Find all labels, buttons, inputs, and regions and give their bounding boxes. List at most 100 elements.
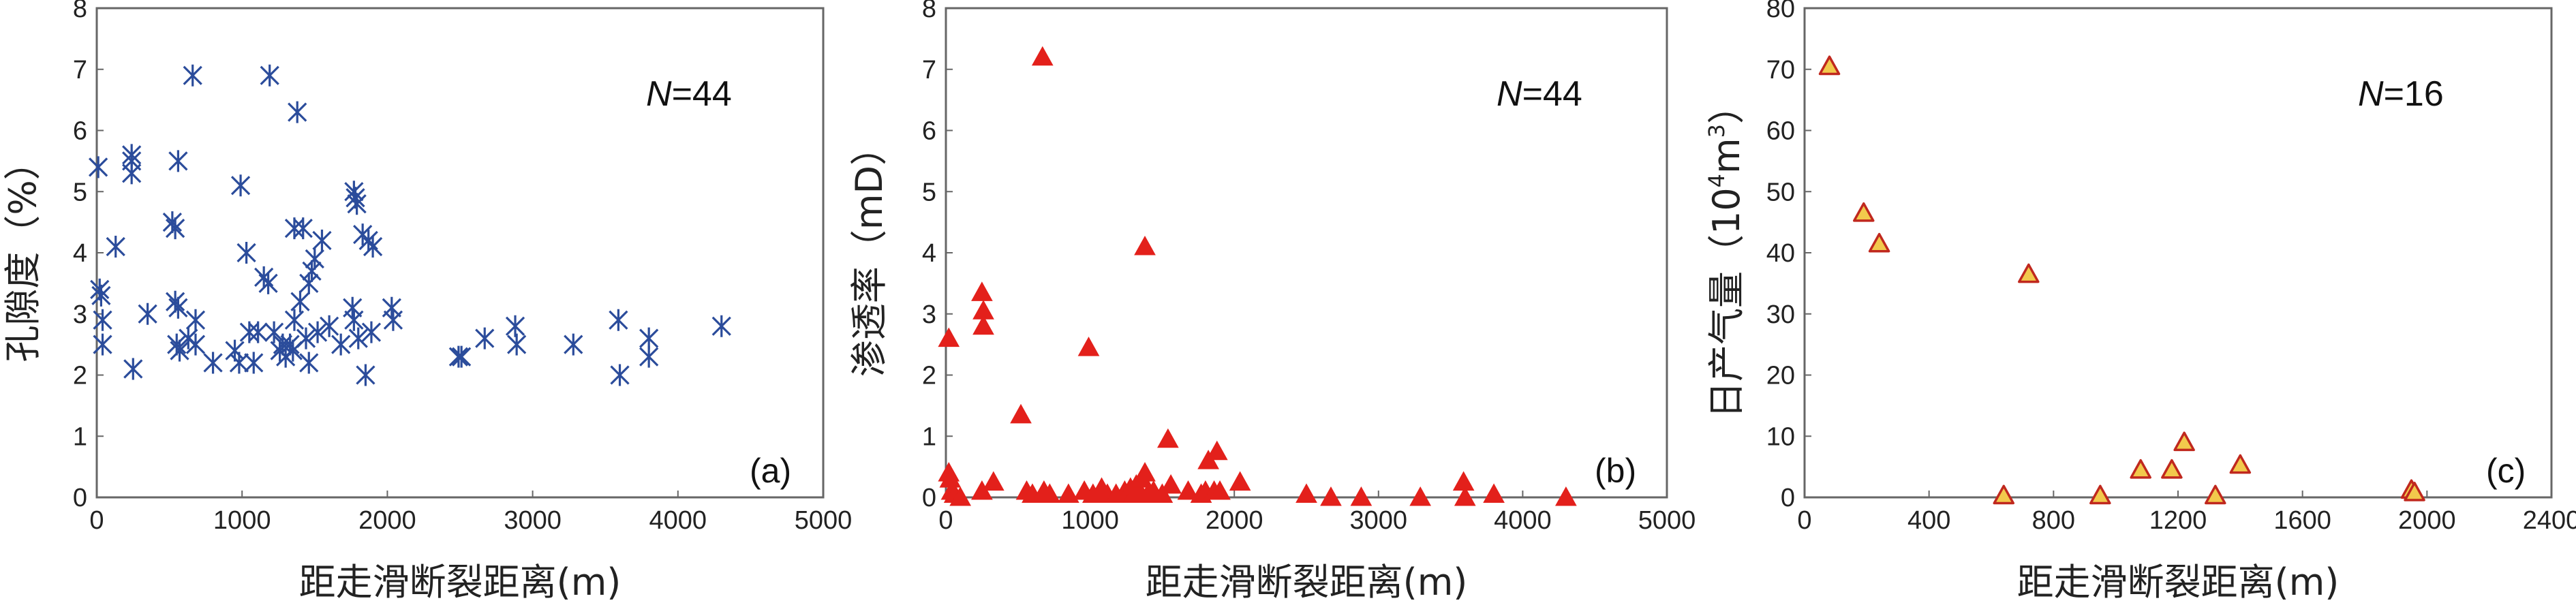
y-tick-label-c: 10 bbox=[1766, 422, 1795, 451]
data-point-b bbox=[1058, 483, 1079, 503]
data-point-b bbox=[1031, 46, 1054, 66]
data-point-b bbox=[1134, 462, 1156, 482]
data-point-a bbox=[93, 309, 112, 331]
data-point-a bbox=[507, 333, 527, 356]
panel-label-b: (b) bbox=[1595, 452, 1636, 490]
data-point-a bbox=[168, 296, 188, 319]
data-point-a bbox=[183, 64, 202, 87]
data-point-b bbox=[982, 471, 1005, 491]
data-point-a bbox=[344, 309, 364, 331]
data-point-a bbox=[165, 290, 185, 313]
x-tick-label-b: 5000 bbox=[1638, 506, 1696, 535]
data-point-b bbox=[1177, 480, 1199, 500]
data-point-a bbox=[284, 309, 305, 331]
y-tick-label-b: 0 bbox=[922, 484, 936, 512]
marks-b bbox=[938, 46, 1577, 506]
data-point-a bbox=[185, 309, 206, 331]
data-point-a bbox=[168, 150, 188, 172]
xlabel-a: 距走滑断裂距离(m) bbox=[299, 561, 622, 604]
x-tick-label-c: 1600 bbox=[2273, 506, 2331, 535]
data-point-c bbox=[2130, 459, 2151, 479]
data-point-b bbox=[1160, 474, 1182, 494]
data-point-c bbox=[2229, 454, 2252, 474]
data-point-a bbox=[296, 327, 316, 350]
x-tick-label-b: 3000 bbox=[1350, 506, 1408, 535]
data-point-b bbox=[1320, 486, 1342, 506]
data-point-a bbox=[236, 242, 256, 264]
ylabel-a: 孔隙度（%） bbox=[1, 143, 44, 362]
x-tick-label-b: 1000 bbox=[1061, 506, 1119, 535]
x-tick-label-b: 4000 bbox=[1494, 506, 1552, 535]
data-point-a bbox=[302, 260, 322, 282]
panel-label-a: (a) bbox=[750, 452, 791, 490]
data-point-a bbox=[305, 247, 324, 270]
data-point-a bbox=[167, 333, 187, 356]
data-point-a bbox=[452, 345, 472, 368]
data-point-a bbox=[505, 315, 525, 337]
y-tick-label-b: 3 bbox=[922, 300, 936, 329]
x-tick-label-c: 1200 bbox=[2149, 506, 2207, 535]
data-point-a bbox=[348, 327, 368, 350]
data-point-a bbox=[383, 309, 403, 331]
data-point-a bbox=[248, 321, 268, 343]
ylabel-c-sup2: 3 bbox=[1704, 124, 1730, 138]
y-tick-label-a: 2 bbox=[73, 362, 87, 390]
data-point-a bbox=[475, 327, 495, 350]
ylabel-c-main: 日产气量（10 bbox=[1705, 187, 1748, 418]
y-tick-label-b: 8 bbox=[922, 0, 936, 23]
marks-a bbox=[89, 64, 731, 386]
panel-c: 0 400 800 1200 1600 2000 2400 0 10 20 30 40 50 60 70 80… bbox=[1704, 0, 2576, 604]
data-point-a bbox=[331, 333, 351, 356]
data-point-a bbox=[106, 236, 125, 258]
data-point-c bbox=[1868, 232, 1890, 253]
data-point-b bbox=[1350, 486, 1373, 506]
data-point-a bbox=[639, 327, 659, 350]
data-point-a bbox=[319, 315, 339, 337]
data-point-a bbox=[230, 174, 251, 197]
data-point-b bbox=[1409, 486, 1432, 506]
data-point-a bbox=[170, 339, 189, 362]
y-tick-label-b: 4 bbox=[922, 239, 936, 268]
ylabel-c-sup: 4 bbox=[1704, 174, 1730, 187]
data-point-c bbox=[2018, 263, 2040, 283]
y-tick-label-b: 6 bbox=[922, 117, 936, 146]
ticks-c: 0 400 800 1200 1600 2000 2400 0 10 20 30 40 50 60 70 80 bbox=[1766, 0, 2576, 535]
data-point-a bbox=[288, 101, 307, 123]
y-tick-label-a: 3 bbox=[73, 300, 87, 329]
y-tick-label-c: 50 bbox=[1766, 178, 1795, 206]
data-point-c bbox=[2089, 484, 2111, 505]
data-point-a bbox=[564, 333, 583, 356]
data-point-a bbox=[299, 352, 319, 374]
data-point-a bbox=[203, 352, 223, 374]
data-point-a bbox=[93, 333, 112, 356]
data-point-a bbox=[290, 290, 310, 313]
y-tick-label-a: 8 bbox=[73, 0, 87, 23]
data-point-b bbox=[949, 486, 972, 506]
y-tick-label-c: 80 bbox=[1766, 0, 1795, 23]
y-tick-label-b: 1 bbox=[922, 422, 936, 451]
data-point-b bbox=[1134, 235, 1156, 255]
y-tick-label-c: 20 bbox=[1766, 362, 1795, 390]
data-point-c bbox=[2161, 459, 2183, 479]
ylabel-c: 日产气量（104m3） bbox=[1704, 87, 1748, 418]
x-tick-label-b: 2000 bbox=[1206, 506, 1263, 535]
y-tick-label-c: 70 bbox=[1766, 56, 1795, 84]
x-tick-label-a: 0 bbox=[89, 506, 104, 535]
y-tick-label-a: 4 bbox=[73, 239, 87, 268]
y-tick-label-b: 2 bbox=[922, 362, 936, 390]
data-point-b bbox=[1229, 471, 1251, 491]
n-label-a: N=44 bbox=[646, 74, 732, 114]
data-point-b bbox=[971, 281, 993, 301]
data-point-c bbox=[1853, 202, 1875, 222]
data-point-b bbox=[1555, 486, 1577, 506]
data-point-a bbox=[229, 352, 249, 374]
n-label-a-italic: N bbox=[646, 74, 672, 114]
data-point-a bbox=[244, 352, 264, 374]
data-point-a bbox=[258, 272, 278, 294]
data-point-a bbox=[293, 217, 313, 240]
data-point-a bbox=[299, 272, 319, 294]
data-point-a bbox=[356, 364, 375, 386]
data-point-b bbox=[938, 327, 960, 347]
data-point-a bbox=[610, 364, 630, 386]
